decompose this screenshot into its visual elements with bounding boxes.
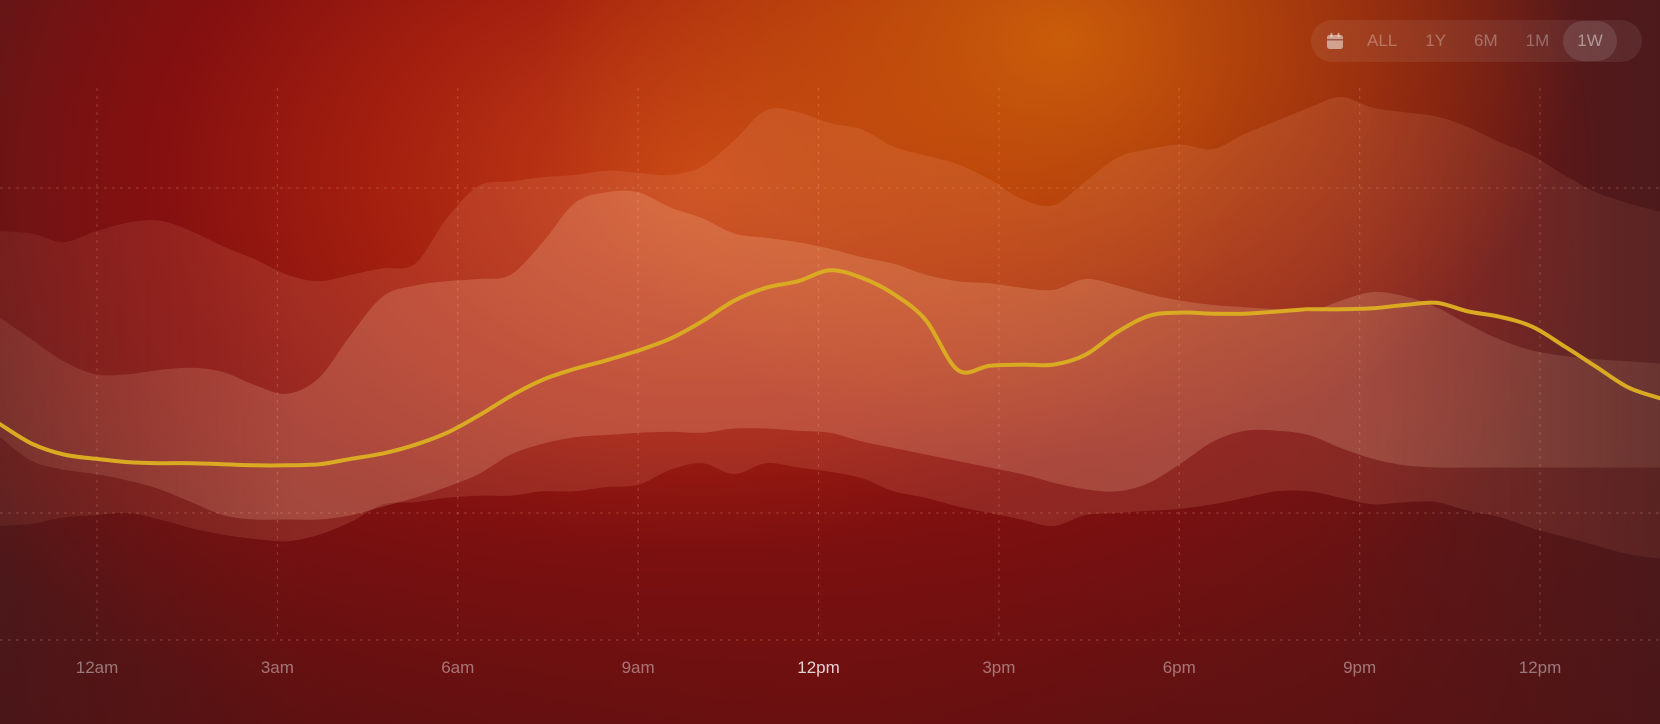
range-option-1m[interactable]: 1M	[1525, 31, 1550, 50]
x-tick-label: 12pm	[797, 658, 840, 677]
x-tick-label: 6pm	[1163, 658, 1196, 677]
range-option-all[interactable]: ALL	[1367, 31, 1398, 50]
range-option-6m[interactable]: 6M	[1474, 31, 1498, 50]
price-line	[0, 268, 1660, 468]
range-option-1y[interactable]: 1Y	[1425, 31, 1447, 50]
x-tick-label: 3pm	[982, 658, 1015, 677]
line-group	[0, 268, 1660, 468]
band-group	[0, 97, 1660, 559]
calendar-icon	[1327, 32, 1343, 49]
band-inner-area	[0, 190, 1660, 520]
x-tick-label: 12am	[76, 658, 119, 677]
calendar-button[interactable]	[1315, 21, 1353, 61]
range-option-1w[interactable]: 1W	[1563, 21, 1617, 61]
x-tick-label: 6am	[441, 658, 474, 677]
x-tick-label: 3am	[261, 658, 294, 677]
x-tick-label: 12pm	[1519, 658, 1562, 677]
x-tick-label: 9pm	[1343, 658, 1376, 677]
x-axis: 12am 3am 6am 9am 12pm 3pm 6pm 9pm 12pm	[76, 658, 1562, 677]
time-range-selector: ALL 1Y 6M 1M 1W	[1311, 20, 1642, 62]
x-tick-label: 9am	[622, 658, 655, 677]
